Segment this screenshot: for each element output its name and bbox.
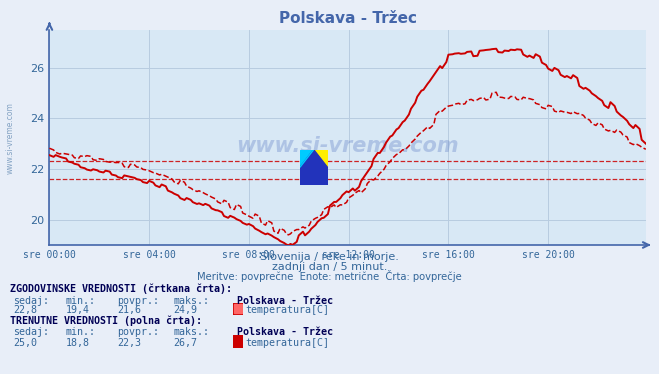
Text: zadnji dan / 5 minut.: zadnji dan / 5 minut. bbox=[272, 262, 387, 272]
Text: Slovenija / reke in morje.: Slovenija / reke in morje. bbox=[260, 252, 399, 262]
Text: TRENUTNE VREDNOSTI (polna črta):: TRENUTNE VREDNOSTI (polna črta): bbox=[10, 316, 202, 326]
Text: Meritve: povprečne  Enote: metrične  Črta: povprečje: Meritve: povprečne Enote: metrične Črta:… bbox=[197, 270, 462, 282]
Text: povpr.:: povpr.: bbox=[117, 296, 159, 306]
Text: min.:: min.: bbox=[66, 328, 96, 337]
Text: 25,0: 25,0 bbox=[13, 338, 37, 348]
Text: 19,4: 19,4 bbox=[66, 305, 90, 315]
Text: min.:: min.: bbox=[66, 296, 96, 306]
Text: sedaj:: sedaj: bbox=[13, 328, 49, 337]
Polygon shape bbox=[300, 150, 314, 168]
Text: maks.:: maks.: bbox=[173, 328, 210, 337]
Text: 18,8: 18,8 bbox=[66, 338, 90, 348]
Text: Polskava - Tržec: Polskava - Tržec bbox=[237, 328, 333, 337]
Text: Polskava - Tržec: Polskava - Tržec bbox=[237, 296, 333, 306]
Text: sedaj:: sedaj: bbox=[13, 296, 49, 306]
Text: 21,6: 21,6 bbox=[117, 305, 141, 315]
Text: temperatura[C]: temperatura[C] bbox=[246, 305, 330, 315]
Text: www.si-vreme.com: www.si-vreme.com bbox=[5, 102, 14, 174]
Text: maks.:: maks.: bbox=[173, 296, 210, 306]
Text: 24,9: 24,9 bbox=[173, 305, 197, 315]
Text: ZGODOVINSKE VREDNOSTI (črtkana črta):: ZGODOVINSKE VREDNOSTI (črtkana črta): bbox=[10, 284, 232, 294]
Polygon shape bbox=[300, 150, 314, 168]
Polygon shape bbox=[314, 150, 328, 168]
Text: 26,7: 26,7 bbox=[173, 338, 197, 348]
Text: 22,8: 22,8 bbox=[13, 305, 37, 315]
Polygon shape bbox=[300, 150, 328, 185]
Text: temperatura[C]: temperatura[C] bbox=[246, 338, 330, 348]
Text: 22,3: 22,3 bbox=[117, 338, 141, 348]
Text: povpr.:: povpr.: bbox=[117, 328, 159, 337]
Bar bbox=[234, 304, 242, 313]
Title: Polskava - Tržec: Polskava - Tržec bbox=[279, 11, 416, 26]
Text: www.si-vreme.com: www.si-vreme.com bbox=[237, 136, 459, 156]
